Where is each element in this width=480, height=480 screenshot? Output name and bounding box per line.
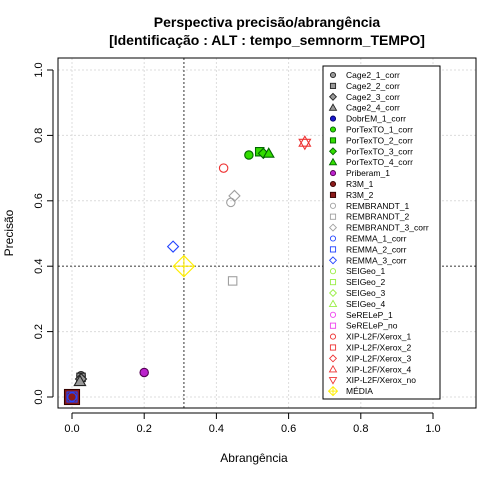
legend-label-rembrandt-1: REMBRANDT_1 [346,201,410,211]
point-priberam-1 [139,367,149,378]
y-tick-label: 1.0 [33,62,45,77]
x-tick-label: 1.0 [425,423,440,435]
x-tick-label: 0.6 [281,423,296,435]
y-tick-label: 0.8 [33,128,45,143]
legend-marker-dobrem-1-corr [329,115,337,122]
legend-marker-portexto-3-corr [328,147,338,156]
legend-label-seigeo-3: SEIGeo_3 [346,288,385,298]
legend-marker-cage2-4-corr [328,103,338,111]
point-m-dia [172,254,196,278]
legend-label-xip-l2f-xerox-2: XIP-L2F/Xerox_2 [346,343,411,353]
legend-marker-portexto-2-corr [329,137,337,144]
legend-label-xip-l2f-xerox-4: XIP-L2F/Xerox_4 [346,364,411,374]
legend-marker-cage2-1-corr [329,71,337,79]
point-remma-3-corr [166,240,180,253]
legend-marker-serelep-no [329,322,337,329]
point-rembrandt-1 [226,197,236,208]
legend-marker-xip-l2f-xerox-no [328,377,338,385]
legend-marker-rembrandt-3-corr [328,223,338,232]
y-axis: 0.0 0.2 0.4 0.6 0.8 1.0 [33,62,54,405]
x-tick-label: 0.4 [209,423,224,435]
legend-marker-remma-2-corr [329,246,337,253]
legend-marker-xip-l2f-xerox-4 [328,364,338,373]
legend-marker-portexto-4-corr [328,157,338,166]
legend-marker-rembrandt-1 [329,202,337,209]
chart-title: Perspectiva precisão/abrangência [154,14,381,30]
x-tick-label: 0.2 [137,423,152,435]
legend-label-cage2-4-corr: Cage2_4_corr [346,103,400,113]
legend-marker-cage2-2-corr [329,82,337,89]
point-remma-1-corr [67,392,77,402]
legend-marker-seigeo-3 [328,288,338,298]
legend-label-seigeo-2: SEIGeo_2 [346,277,385,287]
legend-label-cage2-2-corr: Cage2_2_corr [346,81,400,91]
legend-label-serelep-no: SeRELeP_no [346,321,398,331]
point-xip-l2f-xerox-1 [218,163,229,173]
legend-label-xip-l2f-xerox-no: XIP-L2F/Xerox_no [346,375,416,385]
legend-label-xip-l2f-xerox-1: XIP-L2F/Xerox_1 [346,332,411,342]
legend-marker-m-dia [327,385,339,397]
y-tick-label: 0.6 [33,193,45,208]
legend-marker-seigeo-1 [329,268,337,275]
point-cage2-4-corr [73,374,87,387]
legend-marker-priberam-1 [329,170,337,177]
legend-label-portexto-2-corr: PorTexTO_2_corr [346,135,413,145]
legend-marker-seigeo-2 [329,279,337,286]
legend-label-xip-l2f-xerox-3: XIP-L2F/Xerox_3 [346,353,411,363]
legend-marker-rembrandt-2 [329,213,337,220]
legend-label-portexto-4-corr: PorTexTO_4_corr [346,157,413,167]
point-portexto-1-corr [244,150,254,160]
legend-marker-serelep-1 [329,311,337,318]
legend-label-r3m-1: R3M_1 [346,179,374,189]
legend-marker-r3m-2 [329,191,337,198]
legend-label-cage2-3-corr: Cage2_3_corr [346,92,400,102]
legend-label-portexto-3-corr: PorTexTO_3_corr [346,146,413,156]
point-rembrandt-2 [227,276,238,286]
point-xip-l2f-xerox-4 [298,135,312,147]
y-tick-label: 0.4 [33,259,45,274]
x-tick-label: 0.0 [64,423,79,435]
legend-label-portexto-1-corr: PorTexTO_1_corr [346,125,413,135]
point-remma-2-corr [66,391,78,403]
legend-label-seigeo-1: SEIGeo_1 [346,266,385,276]
legend-box [322,65,441,400]
legend-marker-portexto-1-corr [329,126,337,133]
legend-marker-xip-l2f-xerox-3 [328,354,338,363]
legend-marker-remma-3-corr [328,256,338,265]
y-tick-label: 0.2 [33,324,45,339]
point-r3m-2 [63,388,81,406]
legend-label-rembrandt-2: REMBRANDT_2 [346,212,410,222]
y-tick-label: 0.0 [33,389,45,404]
chart-subtitle: [Identificação : ALT : tempo_semnorm_TEM… [109,32,425,48]
legend-label-rembrandt-3-corr: REMBRANDT_3_corr [346,223,429,233]
x-tick-label: 0.8 [353,423,368,435]
y-axis-label: Precisão [2,209,16,256]
legend-marker-r3m-1 [329,180,337,188]
legend-label-m-dia: MÉDIA [346,386,373,396]
legend-marker-seigeo-4 [328,299,338,307]
legend-label-remma-1-corr: REMMA_1_corr [346,234,407,244]
legend-label-priberam-1: Priberam_1 [346,168,390,178]
x-axis-label: Abrangência [220,451,288,465]
legend-marker-xip-l2f-xerox-2 [329,344,337,351]
point-xip-l2f-xerox-no [298,138,312,151]
legend: Cage2_1_corrCage2_2_corrCage2_3_corrCage… [322,65,441,400]
point-rembrandt-3-corr [228,189,241,203]
legend-label-remma-2-corr: REMMA_2_corr [346,244,407,254]
legend-marker-remma-1-corr [329,235,337,242]
x-axis: 0.0 0.2 0.4 0.6 0.8 1.0 [64,412,441,435]
plot-frame [57,57,477,409]
data-points [63,135,312,406]
legend-label-seigeo-4: SEIGeo_4 [346,299,385,309]
legend-label-serelep-1: SeRELeP_1 [346,310,393,320]
legend-marker-xip-l2f-xerox-1 [329,333,337,340]
legend-label-remma-3-corr: REMMA_3_corr [346,255,407,265]
legend-label-r3m-2: R3M_2 [346,190,374,200]
point-portexto-4-corr [262,147,275,158]
legend-label-cage2-1-corr: Cage2_1_corr [346,70,400,80]
legend-marker-cage2-3-corr [328,92,338,101]
legend-label-dobrem-1-corr: DobrEM_1_corr [346,114,406,124]
